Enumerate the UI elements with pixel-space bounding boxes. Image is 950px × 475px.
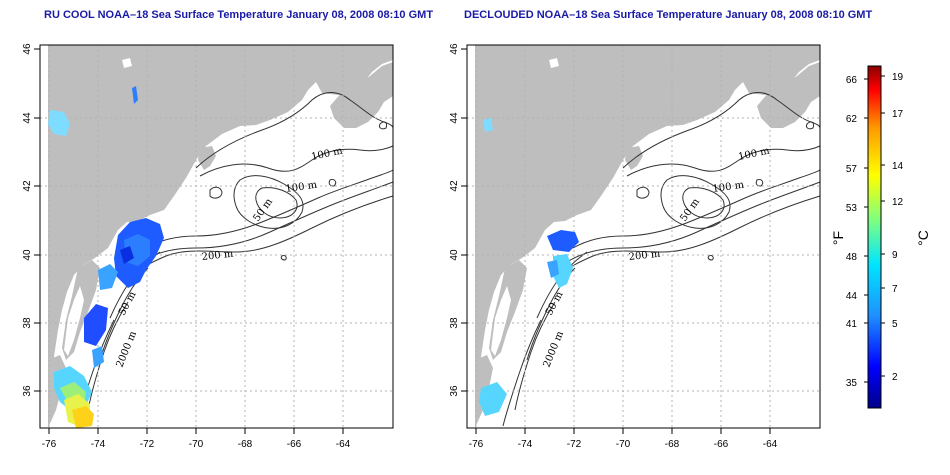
x-tick-label: -72	[567, 439, 582, 450]
contour-label: 50 m	[251, 196, 275, 224]
fahrenheit-tick-label: 35	[846, 378, 858, 389]
y-tick-label: 40	[449, 249, 460, 261]
y-tick-label: 42	[22, 180, 33, 192]
sst-swath-left	[48, 86, 164, 428]
contour-label: 100 m	[310, 145, 344, 162]
x-tick-label: -64	[763, 439, 778, 450]
celsius-tick-label: 19	[892, 72, 904, 83]
contour-label: 200 m	[628, 249, 661, 263]
y-tick-label: 36	[22, 385, 33, 397]
map-title-right: DECLOUDED NOAA–18 Sea Surface Temperatur…	[464, 9, 873, 21]
fahrenheit-tick-label: 57	[846, 164, 858, 175]
y-tick-label: 46	[22, 43, 33, 55]
contour-label: 100 m	[712, 180, 745, 195]
y-tick-label: 44	[449, 112, 460, 124]
y-tick-label: 38	[22, 317, 33, 329]
map-panel-right	[466, 44, 821, 429]
contour-label: 2000 m	[115, 329, 140, 369]
y-tick-label: 44	[22, 112, 33, 124]
x-tick-label: -74	[91, 439, 106, 450]
fahrenheit-tick-label: 44	[846, 291, 858, 302]
y-tick-label: 38	[449, 317, 460, 329]
x-tick-label: -74	[518, 439, 533, 450]
celsius-tick-label: 17	[892, 109, 904, 120]
axis-ticks	[34, 48, 771, 434]
celsius-tick-label: 7	[892, 284, 898, 295]
celsius-tick-label: 12	[892, 197, 904, 208]
contour-label: 50 m	[678, 196, 702, 224]
x-tick-label: -68	[665, 439, 680, 450]
map-title-left: RU COOL NOAA–18 Sea Surface Temperature …	[44, 9, 434, 21]
contour-label: 200 m	[201, 249, 234, 263]
fahrenheit-unit-label: °F	[830, 231, 846, 245]
celsius-unit-label: °C	[915, 230, 931, 246]
x-tick-label: -72	[140, 439, 155, 450]
contour-label: 100 m	[285, 180, 318, 195]
x-tick-label: -64	[336, 439, 351, 450]
fahrenheit-tick-label: 66	[846, 75, 858, 86]
fahrenheit-tick-label: 41	[846, 319, 858, 330]
celsius-tick-label: 9	[892, 250, 898, 261]
temperature-colorbar	[864, 65, 885, 409]
x-tick-label: -76	[42, 439, 57, 450]
x-tick-label: -66	[287, 439, 302, 450]
x-tick-label: -70	[616, 439, 631, 450]
contour-label: 50 m	[117, 289, 139, 317]
fahrenheit-tick-label: 48	[846, 252, 858, 263]
fahrenheit-tick-label: 53	[846, 203, 858, 214]
celsius-tick-label: 5	[892, 319, 898, 330]
y-tick-label: 46	[449, 43, 460, 55]
contour-label: 100 m	[737, 145, 771, 162]
x-tick-label: -66	[714, 439, 729, 450]
fahrenheit-tick-label: 62	[846, 114, 858, 125]
y-tick-label: 36	[449, 385, 460, 397]
celsius-tick-label: 14	[892, 161, 904, 172]
contour-label: 50 m	[544, 289, 566, 317]
celsius-tick-label: 2	[892, 372, 898, 383]
x-tick-label: -68	[238, 439, 253, 450]
sst-swath-right	[479, 118, 579, 416]
x-tick-label: -76	[469, 439, 484, 450]
x-tick-label: -70	[189, 439, 204, 450]
map-panel-left	[39, 44, 394, 429]
y-tick-label: 40	[22, 249, 33, 261]
contour-label: 2000 m	[542, 329, 567, 369]
y-tick-label: 42	[449, 180, 460, 192]
